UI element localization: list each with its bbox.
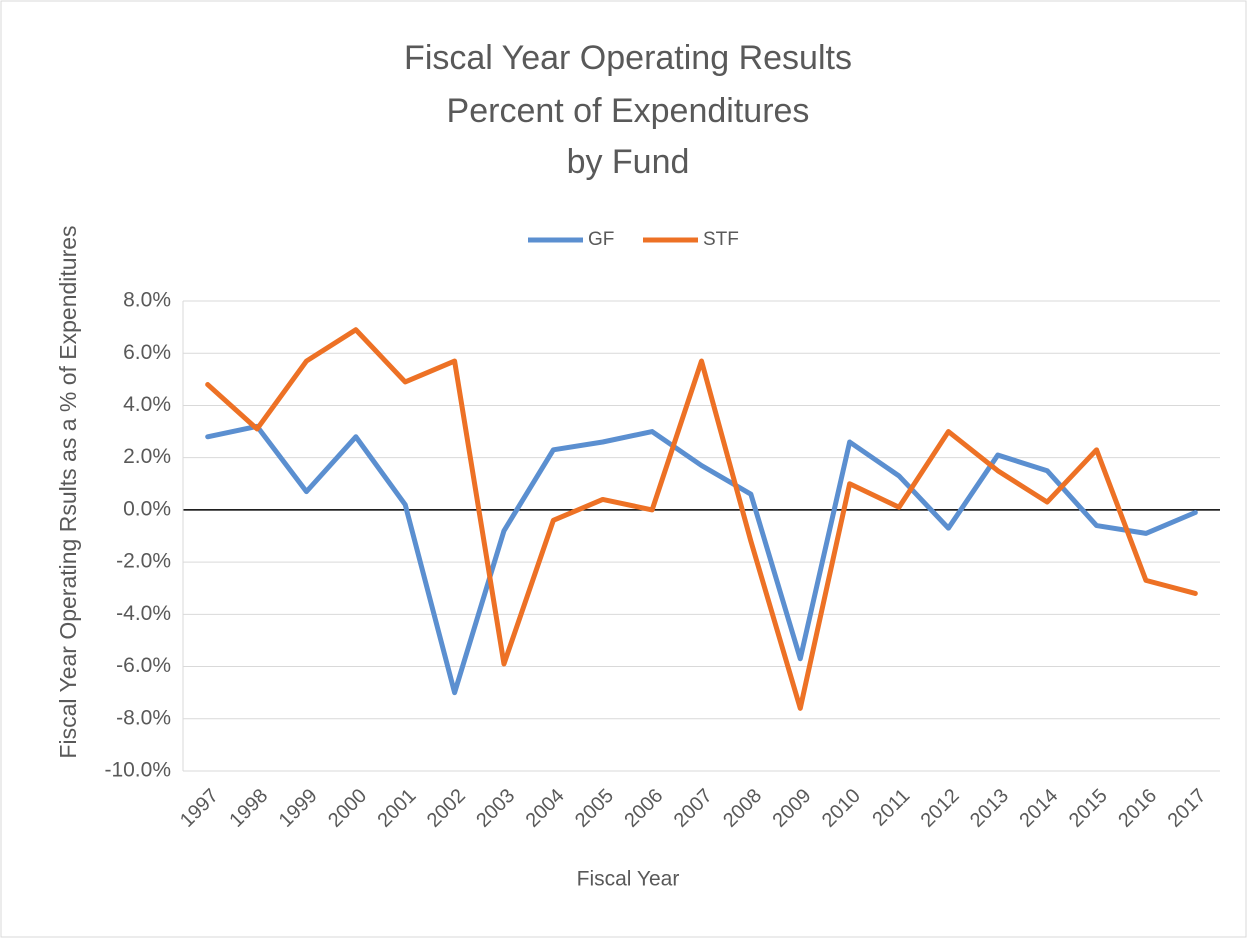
y-tick-label: 4.0% [123,393,171,416]
y-tick-label: -10.0% [104,759,171,782]
legend-label: GF [588,229,614,250]
x-axis-label: Fiscal Year [577,868,680,891]
y-tick-label: -2.0% [116,550,171,573]
chart-title: Fiscal Year Operating Results [404,39,852,77]
y-tick-label: -4.0% [116,602,171,625]
y-tick-label: 2.0% [123,445,171,468]
chart-title: Percent of Expenditures [447,92,810,130]
y-tick-label: -6.0% [116,654,171,677]
y-tick-label: 8.0% [123,289,171,312]
series-line [205,423,1198,696]
y-axis-label: Fiscal Year Operating Rsults as a % of E… [55,225,81,758]
y-tick-label: 6.0% [123,341,171,364]
y-tick-label: -8.0% [116,706,171,729]
legend-label: STF [703,229,739,250]
series-line [205,327,1198,711]
y-tick-label: 0.0% [123,497,171,520]
chart-title: by Fund [567,143,690,181]
